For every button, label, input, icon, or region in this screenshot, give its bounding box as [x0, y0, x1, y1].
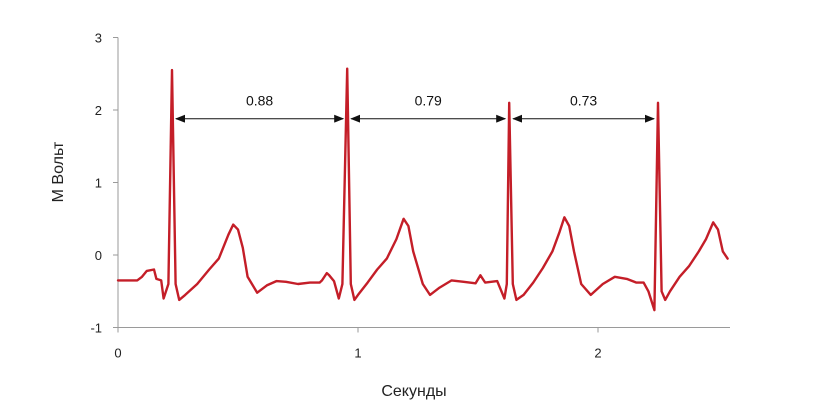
- y-tick-label: 2: [95, 103, 102, 118]
- ecg-series-line: [116, 67, 729, 312]
- y-tick-label: 3: [95, 31, 102, 46]
- interval-annotations: 0.88 0.79 0.73: [175, 93, 655, 123]
- interval-label: 0.79: [415, 93, 442, 109]
- x-axis-label: Секунды: [381, 383, 446, 400]
- interval-label: 0.73: [570, 93, 597, 109]
- y-axis-label: М Вольт: [50, 141, 67, 202]
- x-tick-label: 1: [354, 346, 361, 361]
- plot-area: [116, 67, 729, 312]
- y-tick-label: 1: [95, 176, 102, 191]
- y-tick-label: -1: [90, 321, 102, 336]
- interval-label: 0.88: [246, 93, 273, 109]
- y-tick-label: 0: [95, 248, 102, 263]
- axes: -1 0 1 2 3 0 1 2: [90, 31, 730, 361]
- x-tick-label: 0: [114, 346, 121, 361]
- x-tick-label: 2: [594, 346, 601, 361]
